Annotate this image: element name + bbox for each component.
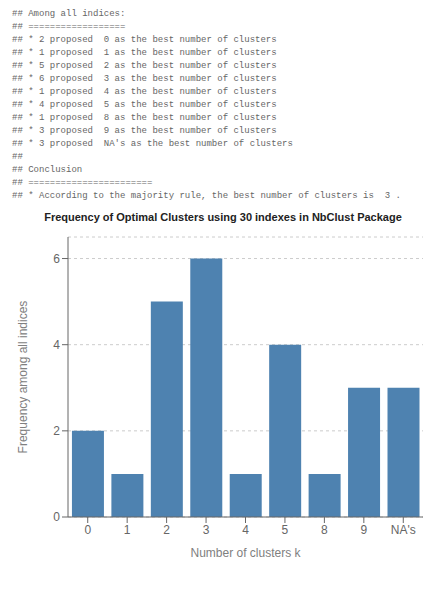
svg-text:Frequency among all indices: Frequency among all indices bbox=[16, 301, 30, 454]
svg-text:8: 8 bbox=[321, 523, 328, 537]
svg-text:5: 5 bbox=[282, 523, 289, 537]
svg-text:Number of clusters k: Number of clusters k bbox=[190, 546, 301, 560]
svg-text:3: 3 bbox=[203, 523, 210, 537]
html-text:## * 3 proposed 9 as the best: ## * 3 proposed 9 as the best number of … bbox=[12, 126, 277, 136]
html-text:## Among all indices:: ## Among all indices: bbox=[12, 9, 126, 19]
svg-text:0: 0 bbox=[84, 523, 91, 537]
html-text:## * According to the majority: ## * According to the majority rule, the… bbox=[12, 191, 401, 201]
html-text:Frequency of Optimal Clusters: Frequency of Optimal Clusters using 30 i… bbox=[44, 211, 402, 223]
svg-text:NA's: NA's bbox=[391, 523, 416, 537]
html-text:## * 1 proposed 8 as the best: ## * 1 proposed 8 as the best number of … bbox=[12, 113, 277, 123]
svg-text:6: 6 bbox=[53, 252, 60, 266]
svg-text:2: 2 bbox=[53, 424, 60, 438]
html-text:## * 1 proposed 4 as the best: ## * 1 proposed 4 as the best number of … bbox=[12, 87, 277, 97]
svg-text:2: 2 bbox=[163, 523, 170, 537]
svg-text:0: 0 bbox=[53, 510, 60, 524]
html-text:## * 6 proposed 3 as the best: ## * 6 proposed 3 as the best number of … bbox=[12, 74, 277, 84]
html-text:## * 1 proposed 1 as the best: ## * 1 proposed 1 as the best number of … bbox=[12, 48, 277, 58]
html-text:## * 3 proposed NA's as the be: ## * 3 proposed NA's as the best number … bbox=[12, 139, 293, 149]
svg-text:4: 4 bbox=[242, 523, 249, 537]
html-text:## Conclusion: ## Conclusion bbox=[12, 165, 83, 175]
html-text:## * 4 proposed 5 as the best: ## * 4 proposed 5 as the best number of … bbox=[12, 100, 277, 110]
svg-text:9: 9 bbox=[360, 523, 367, 537]
html-text:## * 2 proposed 0 as the best: ## * 2 proposed 0 as the best number of … bbox=[12, 35, 277, 45]
html-text:## * 5 proposed 2 as the best: ## * 5 proposed 2 as the best number of … bbox=[12, 61, 277, 71]
svg-text:1: 1 bbox=[124, 523, 131, 537]
svg-text:4: 4 bbox=[53, 338, 60, 352]
